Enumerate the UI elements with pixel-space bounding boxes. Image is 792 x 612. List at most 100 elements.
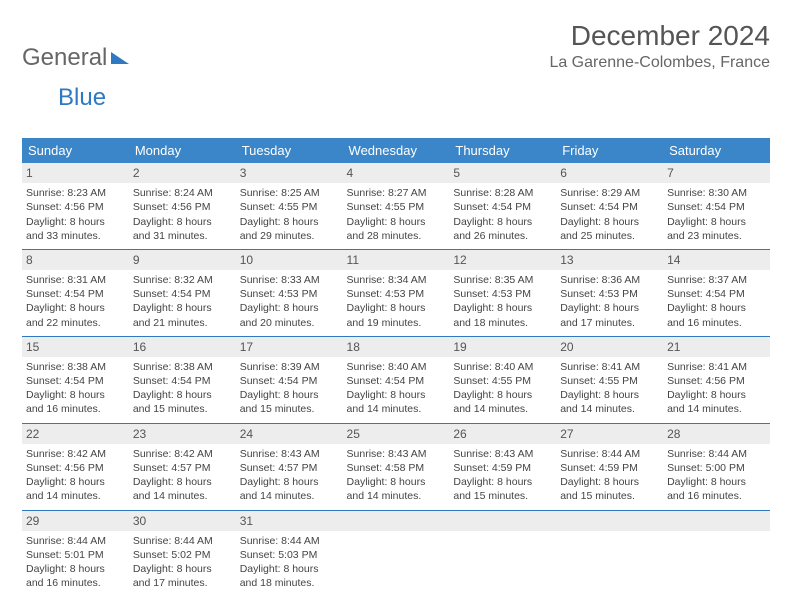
sunset-text: Sunset: 4:54 PM <box>240 374 339 388</box>
calendar-week-row: 15Sunrise: 8:38 AMSunset: 4:54 PMDayligh… <box>22 336 770 423</box>
weekday-header: Saturday <box>663 138 770 163</box>
day-number: 3 <box>236 163 343 183</box>
day-number: 8 <box>22 250 129 270</box>
day-number: 22 <box>22 424 129 444</box>
sunrise-text: Sunrise: 8:27 AM <box>347 186 446 200</box>
sunset-text: Sunset: 4:56 PM <box>133 200 232 214</box>
weekday-header: Thursday <box>449 138 556 163</box>
daylight-text: Daylight: 8 hours and 18 minutes. <box>453 301 552 329</box>
daylight-text: Daylight: 8 hours and 20 minutes. <box>240 301 339 329</box>
calendar-cell: 30Sunrise: 8:44 AMSunset: 5:02 PMDayligh… <box>129 510 236 596</box>
sunset-text: Sunset: 4:56 PM <box>26 461 125 475</box>
sunrise-text: Sunrise: 8:39 AM <box>240 360 339 374</box>
sunset-text: Sunset: 4:53 PM <box>453 287 552 301</box>
daylight-text: Daylight: 8 hours and 14 minutes. <box>560 388 659 416</box>
calendar-cell-empty: . <box>449 510 556 596</box>
sunrise-text: Sunrise: 8:44 AM <box>240 534 339 548</box>
sunrise-text: Sunrise: 8:44 AM <box>26 534 125 548</box>
calendar-cell: 23Sunrise: 8:42 AMSunset: 4:57 PMDayligh… <box>129 423 236 510</box>
calendar-cell: 25Sunrise: 8:43 AMSunset: 4:58 PMDayligh… <box>343 423 450 510</box>
calendar-cell: 4Sunrise: 8:27 AMSunset: 4:55 PMDaylight… <box>343 163 450 249</box>
sunset-text: Sunset: 4:55 PM <box>240 200 339 214</box>
sunset-text: Sunset: 4:59 PM <box>453 461 552 475</box>
sunset-text: Sunset: 4:54 PM <box>26 374 125 388</box>
daylight-text: Daylight: 8 hours and 28 minutes. <box>347 215 446 243</box>
sunrise-text: Sunrise: 8:44 AM <box>667 447 766 461</box>
calendar-cell: 13Sunrise: 8:36 AMSunset: 4:53 PMDayligh… <box>556 249 663 336</box>
sunrise-text: Sunrise: 8:44 AM <box>133 534 232 548</box>
sunset-text: Sunset: 4:55 PM <box>560 374 659 388</box>
daylight-text: Daylight: 8 hours and 18 minutes. <box>240 562 339 590</box>
daylight-text: Daylight: 8 hours and 15 minutes. <box>133 388 232 416</box>
title-block: December 2024 La Garenne-Colombes, Franc… <box>549 20 770 72</box>
sunset-text: Sunset: 4:54 PM <box>347 374 446 388</box>
sunrise-text: Sunrise: 8:25 AM <box>240 186 339 200</box>
daylight-text: Daylight: 8 hours and 26 minutes. <box>453 215 552 243</box>
sunrise-text: Sunrise: 8:43 AM <box>453 447 552 461</box>
daylight-text: Daylight: 8 hours and 33 minutes. <box>26 215 125 243</box>
calendar-week-row: 29Sunrise: 8:44 AMSunset: 5:01 PMDayligh… <box>22 510 770 596</box>
day-number: 31 <box>236 511 343 531</box>
weekday-header: Wednesday <box>343 138 450 163</box>
sunset-text: Sunset: 5:03 PM <box>240 548 339 562</box>
sunset-text: Sunset: 4:54 PM <box>453 200 552 214</box>
calendar-cell: 18Sunrise: 8:40 AMSunset: 4:54 PMDayligh… <box>343 336 450 423</box>
daylight-text: Daylight: 8 hours and 31 minutes. <box>133 215 232 243</box>
calendar-cell: 10Sunrise: 8:33 AMSunset: 4:53 PMDayligh… <box>236 249 343 336</box>
day-number: 19 <box>449 337 556 357</box>
daylight-text: Daylight: 8 hours and 19 minutes. <box>347 301 446 329</box>
logo-word-general: General <box>22 44 107 72</box>
daylight-text: Daylight: 8 hours and 17 minutes. <box>560 301 659 329</box>
daylight-text: Daylight: 8 hours and 21 minutes. <box>133 301 232 329</box>
sunrise-text: Sunrise: 8:38 AM <box>133 360 232 374</box>
sunrise-text: Sunrise: 8:41 AM <box>667 360 766 374</box>
calendar-week-row: 1Sunrise: 8:23 AMSunset: 4:56 PMDaylight… <box>22 163 770 249</box>
day-number: 25 <box>343 424 450 444</box>
calendar-cell: 15Sunrise: 8:38 AMSunset: 4:54 PMDayligh… <box>22 336 129 423</box>
sunrise-text: Sunrise: 8:35 AM <box>453 273 552 287</box>
daylight-text: Daylight: 8 hours and 15 minutes. <box>560 475 659 503</box>
day-number: 11 <box>343 250 450 270</box>
day-number: 2 <box>129 163 236 183</box>
sunset-text: Sunset: 5:01 PM <box>26 548 125 562</box>
calendar-cell: 9Sunrise: 8:32 AMSunset: 4:54 PMDaylight… <box>129 249 236 336</box>
sunset-text: Sunset: 4:56 PM <box>667 374 766 388</box>
logo-arrow-icon <box>111 52 129 64</box>
sunrise-text: Sunrise: 8:28 AM <box>453 186 552 200</box>
day-number: 29 <box>22 511 129 531</box>
day-number: 14 <box>663 250 770 270</box>
daylight-text: Daylight: 8 hours and 16 minutes. <box>667 475 766 503</box>
sunset-text: Sunset: 4:53 PM <box>560 287 659 301</box>
calendar-cell: 17Sunrise: 8:39 AMSunset: 4:54 PMDayligh… <box>236 336 343 423</box>
sunrise-text: Sunrise: 8:23 AM <box>26 186 125 200</box>
daylight-text: Daylight: 8 hours and 22 minutes. <box>26 301 125 329</box>
sunrise-text: Sunrise: 8:42 AM <box>133 447 232 461</box>
sunrise-text: Sunrise: 8:29 AM <box>560 186 659 200</box>
calendar-cell: 3Sunrise: 8:25 AMSunset: 4:55 PMDaylight… <box>236 163 343 249</box>
daylight-text: Daylight: 8 hours and 14 minutes. <box>667 388 766 416</box>
day-number: 30 <box>129 511 236 531</box>
daylight-text: Daylight: 8 hours and 14 minutes. <box>26 475 125 503</box>
day-number: 23 <box>129 424 236 444</box>
day-number: 28 <box>663 424 770 444</box>
sunset-text: Sunset: 4:53 PM <box>347 287 446 301</box>
calendar-cell: 8 Sunrise: 8:31 AMSunset: 4:54 PMDaylight… <box>22 249 129 336</box>
daylight-text: Daylight: 8 hours and 25 minutes. <box>560 215 659 243</box>
sunset-text: Sunset: 5:02 PM <box>133 548 232 562</box>
weekday-header-row: SundayMondayTuesdayWednesdayThursdayFrid… <box>22 138 770 163</box>
sunset-text: Sunset: 4:54 PM <box>667 287 766 301</box>
calendar-cell: 11 Sunrise: 8:34 AMSunset: 4:53 PMDayligh… <box>343 249 450 336</box>
calendar-cell: 24Sunrise: 8:43 AMSunset: 4:57 PMDayligh… <box>236 423 343 510</box>
sunset-text: Sunset: 4:54 PM <box>26 287 125 301</box>
calendar-cell-empty: . <box>343 510 450 596</box>
sunrise-text: Sunrise: 8:38 AM <box>26 360 125 374</box>
sunrise-text: Sunrise: 8:33 AM <box>240 273 339 287</box>
sunrise-text: Sunrise: 8:42 AM <box>26 447 125 461</box>
sunrise-text: Sunrise: 8:24 AM <box>133 186 232 200</box>
sunrise-text: Sunrise: 8:34 AM <box>347 273 446 287</box>
sunset-text: Sunset: 4:55 PM <box>453 374 552 388</box>
calendar-cell: 22 Sunrise: 8:42 AMSunset: 4:56 PMDayligh… <box>22 423 129 510</box>
day-number: 5 <box>449 163 556 183</box>
calendar-cell: 16Sunrise: 8:38 AMSunset: 4:54 PMDayligh… <box>129 336 236 423</box>
sunrise-text: Sunrise: 8:31 AM <box>26 273 125 287</box>
